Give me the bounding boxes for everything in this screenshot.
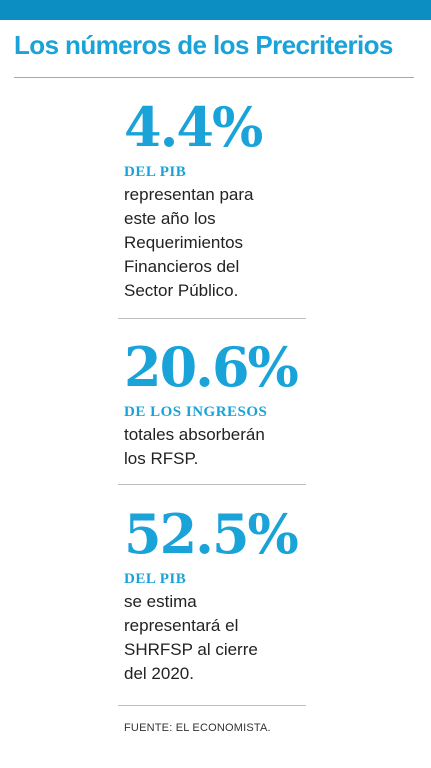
stat-lead: DEL PIB (124, 571, 187, 587)
stat-description: totales absorberán los RFSP. (124, 425, 265, 468)
stat-lead: DEL PIB (124, 164, 187, 180)
stat-value: 52.5% (124, 502, 299, 566)
stat-lead: DE LOS INGRESOS (124, 404, 268, 420)
source-note: FUENTE: EL ECONOMISTA. (124, 722, 271, 734)
stat-block-1: 4.4% DEL PIB representan para este año l… (124, 100, 309, 303)
divider (118, 318, 306, 319)
stat-description: se estima representará el SHRFSP al cier… (124, 592, 258, 683)
divider (118, 484, 306, 485)
page-title: Los números de los Precriterios (14, 30, 393, 60)
stat-block-3: 52.5% DEL PIB se estima representará el … (124, 507, 309, 686)
divider (118, 705, 306, 706)
stat-description: representan para este año los Requerimie… (124, 185, 254, 300)
stat-value: 20.6% (124, 335, 299, 399)
title-underline (14, 77, 414, 78)
top-accent-bar (0, 0, 431, 20)
stat-block-2: 20.6% DE LOS INGRESOS totales absorberán… (124, 340, 309, 471)
stat-value: 4.4% (124, 95, 263, 159)
